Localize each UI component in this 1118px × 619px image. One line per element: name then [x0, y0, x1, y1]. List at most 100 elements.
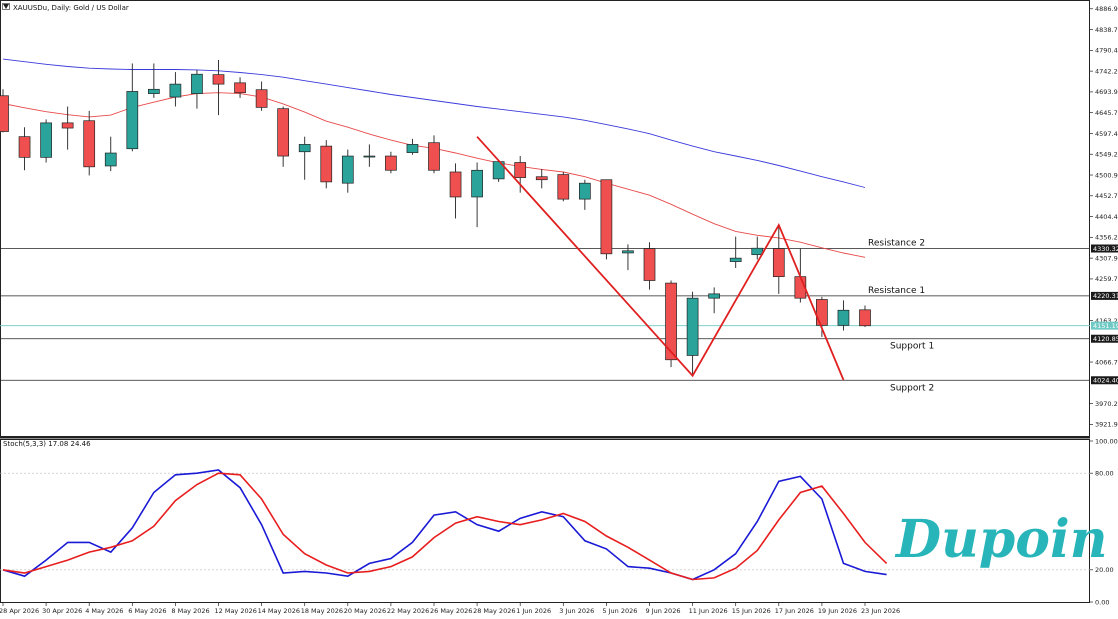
candle-bearish	[816, 299, 828, 326]
stoch-d-line	[2, 472, 888, 581]
time-tick-label: 22 May 2026	[387, 607, 429, 615]
stoch-tick-label: 80.00	[1095, 470, 1114, 478]
time-tick-label: 12 May 2026	[215, 607, 257, 615]
price-tick-label: 4163.20	[1095, 317, 1118, 325]
zigzag-pattern	[476, 136, 845, 381]
time-tick-label: 8 May 2026	[171, 607, 209, 615]
price-tick-label: 3970.20	[1095, 400, 1118, 408]
level-label: Resistance 2	[868, 239, 925, 249]
price-tick-label: 4838.70	[1095, 26, 1118, 34]
candle-bullish	[471, 169, 483, 198]
level-label: Support 2	[890, 383, 934, 393]
level-label: Support 1	[890, 342, 934, 352]
candle-bearish	[557, 174, 570, 200]
time-tick-label: 17 Jun 2026	[775, 607, 814, 615]
time-tick-label: 28 Apr 2026	[0, 607, 39, 615]
candle-bearish	[665, 282, 677, 361]
candle-bullish	[686, 297, 699, 356]
candle-bearish	[61, 122, 74, 129]
stoch-axis: 100.00 80.00 20.00 0.00	[0, 437, 1118, 606]
candle-bearish	[320, 145, 333, 183]
candle-bearish	[859, 309, 871, 327]
candle-bullish	[708, 293, 721, 299]
candle-bearish	[643, 248, 656, 281]
symbol-menu-icon[interactable]	[2, 3, 10, 10]
stochastic-oscillator	[2, 469, 888, 581]
price-pane-frame	[0, 0, 1090, 437]
price-tick-label: 4500.95	[1095, 171, 1118, 179]
candle-bearish	[255, 89, 268, 108]
price-tick-label: 4259.70	[1095, 275, 1118, 283]
stoch-tick-label: 100.00	[1095, 437, 1118, 445]
candle-bullish	[40, 122, 52, 158]
level-tag-text: 4330.32	[1093, 245, 1118, 253]
time-tick-label: 5 Jun 2026	[602, 607, 637, 615]
time-tick-label: 14 May 2026	[258, 607, 300, 615]
candle-bullish	[729, 257, 742, 262]
dupoin-logo: Dupoin	[894, 509, 1108, 570]
level-tag-box	[1091, 376, 1118, 385]
price-tick-label: 4404.45	[1095, 213, 1118, 221]
price-tick-label: 4886.95	[1095, 5, 1118, 13]
time-tick-label: 19 Jun 2026	[818, 607, 857, 615]
stoch-tick-label: 20.00	[1095, 566, 1114, 574]
candle-bearish	[772, 248, 785, 277]
logo-text: Dupoin	[894, 509, 1108, 570]
candle-bearish	[234, 82, 246, 94]
stoch-k-line	[2, 469, 887, 581]
candle-bearish	[18, 136, 31, 158]
candle-bullish	[751, 247, 764, 256]
price-axis[interactable]: 3921.95 3970.20 4066.70 4163.20 4259.70 4307.…	[1090, 5, 1118, 429]
level-tag-box	[1091, 321, 1118, 330]
price-tick-label: 4549.20	[1095, 151, 1118, 159]
price-tick-label: 4790.45	[1095, 47, 1118, 55]
candle-bearish	[385, 155, 397, 171]
candle-bullish	[406, 144, 419, 153]
price-tick-label: 4356.20	[1095, 234, 1118, 242]
stoch-pane-frame	[0, 439, 1090, 603]
dropdown-triangle-icon[interactable]	[3, 4, 9, 9]
candle-bullish	[341, 155, 354, 184]
price-tick-label: 3921.95	[1095, 421, 1118, 429]
candle-bearish	[600, 179, 613, 255]
candle-bearish	[428, 142, 440, 171]
candle-bearish	[535, 176, 548, 181]
time-tick-label: 20 May 2026	[344, 607, 386, 615]
time-tick-label: 26 May 2026	[430, 607, 472, 615]
price-tick-label: 4307.95	[1095, 254, 1118, 262]
level-price-tags: 4330.32 4220.31 4151.19 4120.85 4024.40	[1091, 244, 1118, 385]
time-tick-label: 1 Jun 2026	[516, 607, 551, 615]
level-tag-text: 4024.40	[1093, 377, 1118, 385]
time-axis[interactable]: 28 Apr 2026 30 Apr 2026 4 May 2026 6 May 20…	[0, 603, 900, 615]
price-tick-label: 4742.20	[1095, 67, 1118, 75]
candle-bullish	[169, 83, 182, 98]
candle-bullish	[148, 88, 160, 94]
time-tick-label: 9 Jun 2026	[646, 607, 681, 615]
symbol-label: XAUUSDu, Daily: Gold / US Dollar	[13, 4, 129, 12]
time-tick-label: 11 Jun 2026	[689, 607, 728, 615]
time-tick-label: 4 May 2026	[85, 607, 123, 615]
time-tick-label: 3 Jun 2026	[559, 607, 594, 615]
price-tick-label: 4452.70	[1095, 192, 1118, 200]
candle-bullish	[126, 91, 139, 150]
candle-bullish	[104, 152, 117, 167]
level-tag-text: 4220.31	[1093, 292, 1118, 300]
candle-bearish	[449, 171, 462, 198]
time-tick-label: 6 May 2026	[128, 607, 166, 615]
price-tick-label: 4693.95	[1095, 88, 1118, 96]
time-tick-label: 23 Jun 2026	[861, 607, 900, 615]
price-tick-label: 4066.70	[1095, 358, 1118, 366]
stoch-tick-label: 0.00	[1095, 598, 1109, 606]
zigzag-line	[476, 136, 845, 381]
candle-bearish	[212, 74, 225, 85]
level-tag-text: 4120.85	[1093, 335, 1118, 343]
candle-bearish	[514, 162, 527, 178]
candle-bearish	[0, 95, 9, 132]
support-resistance-levels: Resistance 2 Resistance 1 Support 1 Support…	[0, 239, 1090, 393]
candle-bullish	[191, 73, 203, 94]
level-tag-box	[1091, 244, 1118, 253]
stoch-label: Stoch(5,3,3) 17.08 24.46	[3, 440, 91, 448]
candle-bullish	[363, 155, 376, 158]
